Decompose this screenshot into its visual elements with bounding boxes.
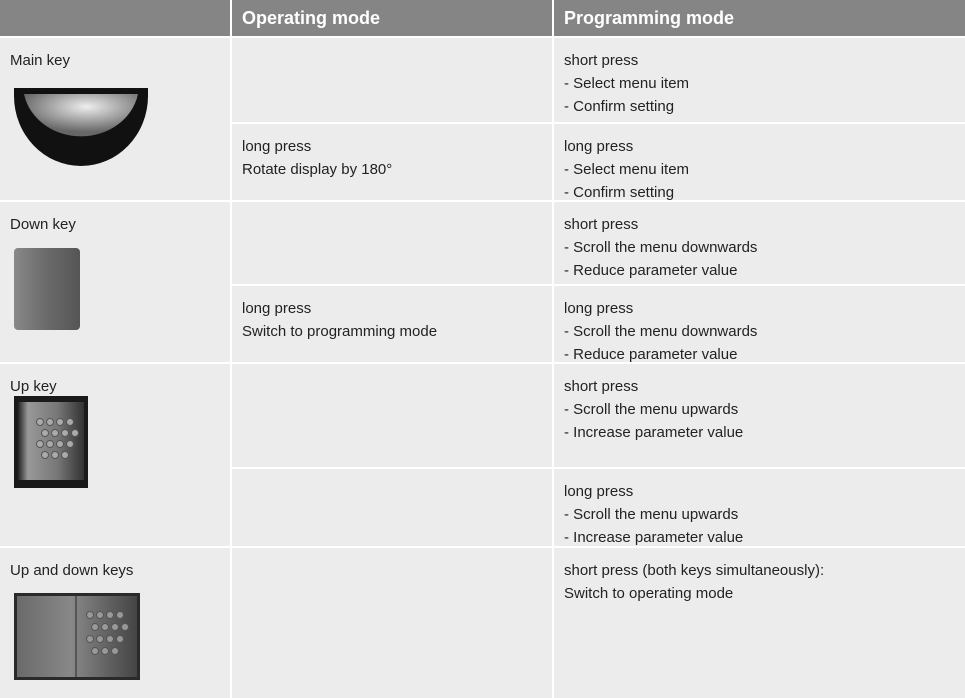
operating-cell bbox=[232, 548, 552, 698]
text-line: - Scroll the menu upwards bbox=[564, 506, 739, 523]
key-image bbox=[14, 88, 148, 166]
text-line: - Confirm setting bbox=[564, 184, 675, 201]
key-image bbox=[14, 593, 140, 680]
text-line: - Increase parameter value bbox=[564, 424, 744, 441]
programming-cell: long press - Scroll the menu upwards - Inc… bbox=[554, 469, 965, 546]
key-image bbox=[14, 396, 88, 488]
key-label: Down key bbox=[10, 216, 76, 233]
text-line: - Select menu item bbox=[564, 75, 690, 92]
operating-cell bbox=[232, 469, 552, 546]
text-line: - Scroll the menu upwards bbox=[564, 401, 739, 418]
programming-cell: short press - Select menu item - Confirm s… bbox=[554, 38, 965, 122]
text-line: short press bbox=[564, 378, 639, 395]
operating-cell: long press Rotate display by 180° bbox=[232, 124, 552, 200]
text-line: short press bbox=[564, 216, 639, 233]
text-line: - Reduce parameter value bbox=[564, 262, 738, 279]
header-cell: Operating mode bbox=[232, 0, 552, 36]
programming-cell: long press - Scroll the menu downwards - R… bbox=[554, 286, 965, 363]
text-line: long press bbox=[242, 300, 312, 317]
key-label: Up key bbox=[10, 378, 57, 395]
operating-cell bbox=[232, 364, 552, 467]
programming-cell: short press (both keys simultaneously): S… bbox=[554, 548, 965, 698]
text-line: - Confirm setting bbox=[564, 98, 675, 115]
programming-cell: long press - Select menu item - Confirm se… bbox=[554, 124, 965, 201]
key-label: Up and down keys bbox=[10, 562, 134, 579]
operating-cell: long press Switch to programming mode bbox=[232, 286, 552, 362]
header-blank bbox=[0, 0, 230, 36]
text-line: - Scroll the menu downwards bbox=[564, 323, 758, 340]
operating-cell bbox=[232, 38, 552, 122]
text-line: long press bbox=[564, 138, 634, 155]
text-line: long press bbox=[564, 483, 634, 500]
key-image bbox=[14, 248, 80, 330]
text-line: long press bbox=[564, 300, 634, 317]
header-cell: Programming mode bbox=[554, 0, 965, 36]
text-line: short press bbox=[564, 52, 639, 69]
text-line: - Reduce parameter value bbox=[564, 346, 738, 363]
text-line: short press (both keys simultaneously): bbox=[564, 562, 825, 579]
key-label: Main key bbox=[10, 52, 71, 69]
programming-cell: short press - Scroll the menu downwards - … bbox=[554, 202, 965, 284]
text-line: Switch to programming mode bbox=[242, 323, 438, 340]
programming-cell: short press - Scroll the menu upwards - In… bbox=[554, 364, 965, 467]
text-line: - Increase parameter value bbox=[564, 529, 744, 546]
text-line: - Select menu item bbox=[564, 161, 690, 178]
operating-cell bbox=[232, 202, 552, 284]
text-line: long press bbox=[242, 138, 312, 155]
text-line: Switch to operating mode bbox=[564, 585, 734, 602]
text-line: - Scroll the menu downwards bbox=[564, 239, 758, 256]
text-line: Rotate display by 180° bbox=[242, 161, 393, 178]
